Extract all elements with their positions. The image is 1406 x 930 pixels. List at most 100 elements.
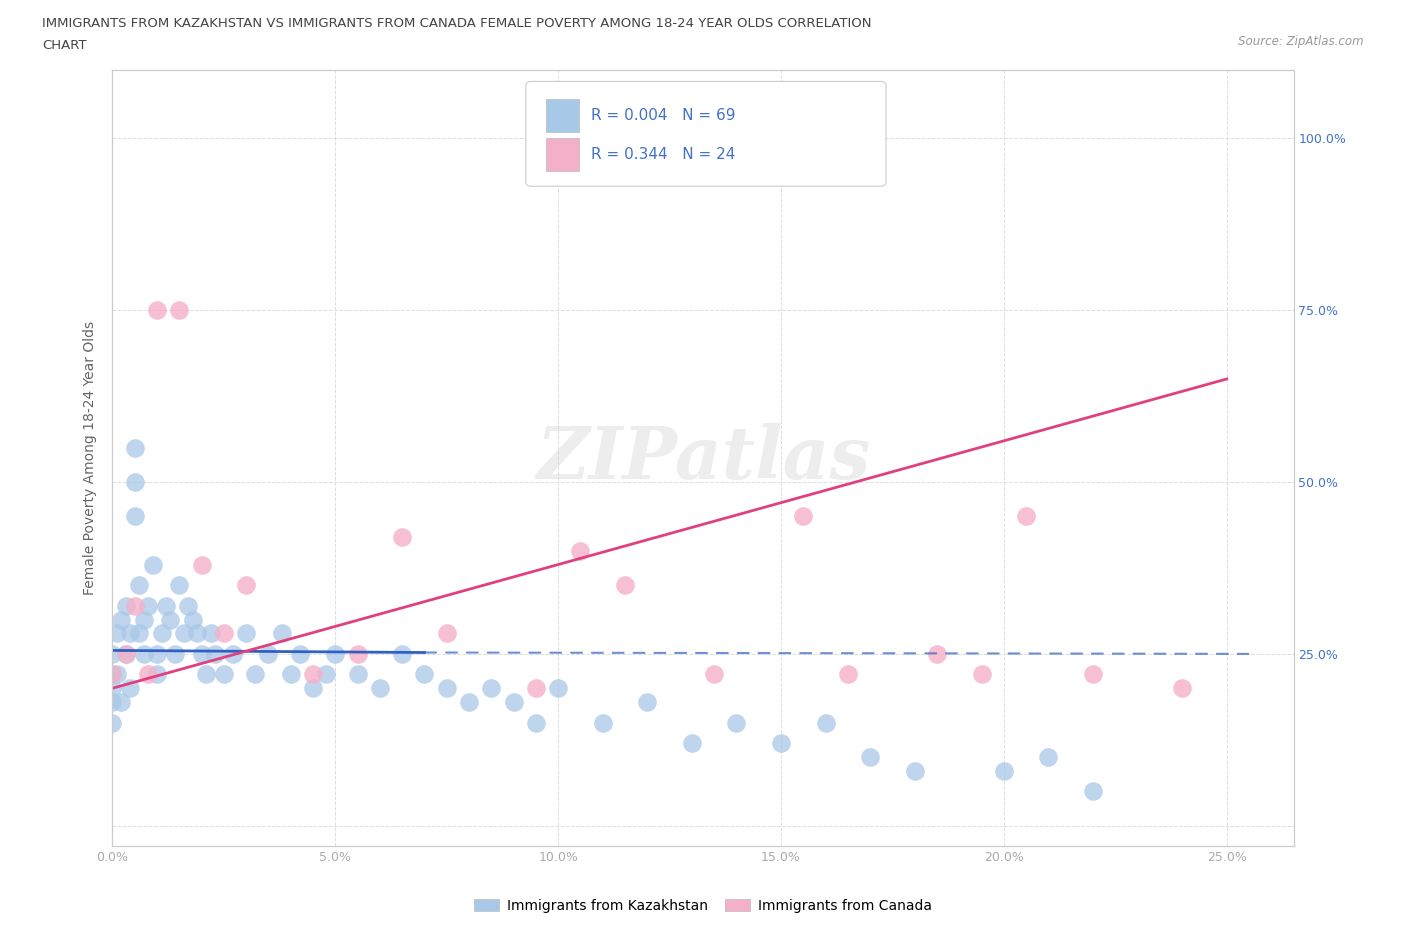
Text: IMMIGRANTS FROM KAZAKHSTAN VS IMMIGRANTS FROM CANADA FEMALE POVERTY AMONG 18-24 : IMMIGRANTS FROM KAZAKHSTAN VS IMMIGRANTS…	[42, 17, 872, 30]
Point	[115, 598, 138, 613]
Text: ZIPatlas: ZIPatlas	[536, 422, 870, 494]
Point	[124, 598, 146, 613]
Point	[105, 667, 128, 682]
Point	[128, 626, 150, 641]
Point	[391, 646, 413, 661]
Point	[636, 695, 658, 710]
Point	[859, 750, 882, 764]
Text: CHART: CHART	[42, 39, 87, 52]
Point	[288, 646, 311, 661]
Point	[120, 681, 142, 696]
Point	[1081, 667, 1104, 682]
Point	[136, 598, 159, 613]
Text: R = 0.004   N = 69: R = 0.004 N = 69	[591, 108, 735, 123]
Point	[502, 695, 524, 710]
Point	[792, 509, 814, 524]
Point	[173, 626, 195, 641]
Point	[115, 646, 138, 661]
Point	[136, 667, 159, 682]
Point	[769, 736, 792, 751]
Text: R = 0.344   N = 24: R = 0.344 N = 24	[591, 147, 735, 162]
Point	[101, 667, 124, 682]
Point	[391, 529, 413, 544]
Point	[1038, 750, 1060, 764]
Point	[132, 646, 155, 661]
Point	[1081, 784, 1104, 799]
Point	[124, 474, 146, 489]
Point	[142, 557, 165, 572]
Point	[101, 715, 124, 730]
Point	[970, 667, 993, 682]
Point	[124, 509, 146, 524]
Point	[159, 612, 181, 627]
FancyBboxPatch shape	[546, 100, 579, 132]
Point	[200, 626, 222, 641]
FancyBboxPatch shape	[526, 82, 886, 186]
Point	[547, 681, 569, 696]
Point	[725, 715, 748, 730]
Point	[186, 626, 208, 641]
Point	[592, 715, 614, 730]
Point	[837, 667, 859, 682]
Point	[155, 598, 177, 613]
Point	[814, 715, 837, 730]
Point	[703, 667, 725, 682]
Point	[105, 626, 128, 641]
Point	[212, 626, 235, 641]
Point	[323, 646, 346, 661]
Point	[993, 764, 1015, 778]
Point	[115, 646, 138, 661]
Point	[146, 667, 169, 682]
Point	[569, 543, 592, 558]
Text: Source: ZipAtlas.com: Source: ZipAtlas.com	[1239, 35, 1364, 48]
Point	[925, 646, 948, 661]
Point	[681, 736, 703, 751]
Point	[243, 667, 266, 682]
Point	[1171, 681, 1194, 696]
Point	[315, 667, 337, 682]
Point	[458, 695, 481, 710]
Point	[132, 612, 155, 627]
Point	[614, 578, 637, 592]
Point	[146, 303, 169, 318]
Point	[190, 557, 212, 572]
Point	[1015, 509, 1038, 524]
Point	[101, 695, 124, 710]
Point	[128, 578, 150, 592]
Point	[346, 646, 368, 661]
Point	[302, 667, 325, 682]
Point	[163, 646, 186, 661]
Point	[169, 578, 191, 592]
Point	[204, 646, 226, 661]
Point	[479, 681, 502, 696]
Point	[146, 646, 169, 661]
Point	[235, 626, 257, 641]
Point	[190, 646, 212, 661]
Legend: Immigrants from Kazakhstan, Immigrants from Canada: Immigrants from Kazakhstan, Immigrants f…	[468, 894, 938, 919]
Point	[195, 667, 218, 682]
Point	[524, 715, 547, 730]
Point	[280, 667, 302, 682]
Point	[120, 626, 142, 641]
Point	[270, 626, 292, 641]
Point	[212, 667, 235, 682]
Point	[181, 612, 204, 627]
Point	[436, 681, 458, 696]
Point	[413, 667, 436, 682]
Y-axis label: Female Poverty Among 18-24 Year Olds: Female Poverty Among 18-24 Year Olds	[83, 321, 97, 595]
Point	[101, 646, 124, 661]
Point	[101, 667, 124, 682]
Point	[222, 646, 245, 661]
Point	[346, 667, 368, 682]
Point	[169, 303, 191, 318]
Point	[177, 598, 200, 613]
Point	[257, 646, 280, 661]
Point	[110, 612, 132, 627]
Point	[235, 578, 257, 592]
Point	[524, 681, 547, 696]
Point	[150, 626, 173, 641]
Point	[124, 440, 146, 455]
Point	[110, 695, 132, 710]
FancyBboxPatch shape	[546, 138, 579, 171]
Point	[368, 681, 391, 696]
